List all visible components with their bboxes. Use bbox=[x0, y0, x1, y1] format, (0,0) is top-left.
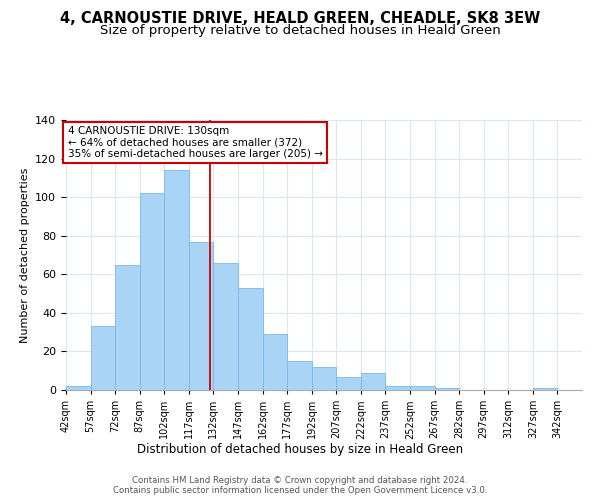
Bar bbox=[336, 376, 361, 390]
Bar bbox=[410, 386, 434, 390]
Bar bbox=[434, 388, 459, 390]
Bar bbox=[66, 386, 91, 390]
Text: Contains HM Land Registry data © Crown copyright and database right 2024.
Contai: Contains HM Land Registry data © Crown c… bbox=[113, 476, 487, 495]
Text: Distribution of detached houses by size in Heald Green: Distribution of detached houses by size … bbox=[137, 442, 463, 456]
Bar bbox=[385, 386, 410, 390]
Bar bbox=[164, 170, 189, 390]
Bar bbox=[140, 194, 164, 390]
Text: Size of property relative to detached houses in Heald Green: Size of property relative to detached ho… bbox=[100, 24, 500, 37]
Y-axis label: Number of detached properties: Number of detached properties bbox=[20, 168, 29, 342]
Bar bbox=[361, 372, 385, 390]
Bar bbox=[533, 388, 557, 390]
Bar bbox=[214, 262, 238, 390]
Text: 4, CARNOUSTIE DRIVE, HEALD GREEN, CHEADLE, SK8 3EW: 4, CARNOUSTIE DRIVE, HEALD GREEN, CHEADL… bbox=[60, 11, 540, 26]
Bar bbox=[238, 288, 263, 390]
Bar bbox=[115, 264, 140, 390]
Bar bbox=[287, 361, 312, 390]
Bar bbox=[263, 334, 287, 390]
Bar bbox=[189, 242, 214, 390]
Bar bbox=[91, 326, 115, 390]
Text: 4 CARNOUSTIE DRIVE: 130sqm
← 64% of detached houses are smaller (372)
35% of sem: 4 CARNOUSTIE DRIVE: 130sqm ← 64% of deta… bbox=[68, 126, 323, 159]
Bar bbox=[312, 367, 336, 390]
